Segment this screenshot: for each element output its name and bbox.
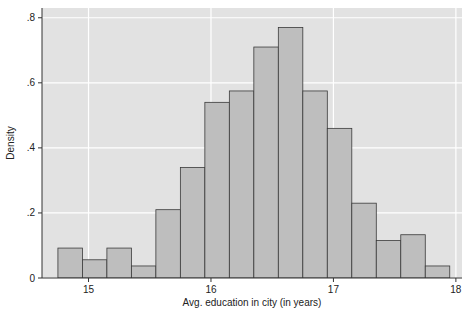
hist-bar [229, 91, 253, 278]
x-grid-line [455, 8, 456, 278]
hist-bar [107, 248, 131, 278]
hist-bar [205, 102, 229, 278]
hist-bar [58, 248, 82, 278]
y-tick [38, 212, 42, 213]
x-axis-title: Avg. education in city (in years) [183, 297, 322, 308]
hist-bar [278, 28, 302, 278]
x-tick-label: 16 [205, 284, 217, 295]
plot-area [42, 8, 462, 278]
x-tick [210, 278, 211, 282]
chart-container: 0 .2 .4 .6 .8 15 16 17 18 Avg. education in city … [0, 0, 475, 316]
x-tick [333, 278, 334, 282]
y-tick-label: 0 [29, 273, 35, 284]
y-grid-line [42, 277, 462, 278]
y-tick [38, 17, 42, 18]
chart-svg: 0 .2 .4 .6 .8 15 16 17 18 Avg. education in city … [0, 0, 475, 316]
y-axis-line [42, 8, 43, 278]
x-tick [88, 278, 89, 282]
hist-bar [352, 203, 376, 278]
y-tick-label: .2 [27, 207, 36, 218]
y-axis-title: Density [5, 126, 16, 159]
hist-bar [156, 210, 180, 278]
y-tick [38, 82, 42, 83]
x-tick-label: 18 [450, 284, 462, 295]
y-grid-line [42, 82, 462, 83]
y-tick-label: .6 [27, 77, 36, 88]
hist-bar [82, 260, 106, 278]
x-tick [455, 278, 456, 282]
y-tick-label: .4 [27, 142, 36, 153]
background [0, 0, 475, 316]
x-tick-label: 17 [328, 284, 340, 295]
hist-bar [327, 128, 351, 278]
y-tick [38, 278, 42, 279]
hist-bar [401, 235, 425, 278]
hist-bar [131, 266, 155, 278]
y-tick [38, 147, 42, 148]
hist-bar [376, 241, 400, 278]
y-tick-label: .8 [27, 12, 36, 23]
hist-bar [303, 91, 327, 278]
hist-bar [180, 167, 204, 278]
hist-bar [254, 47, 278, 278]
hist-bar [425, 266, 449, 278]
x-tick-label: 15 [83, 284, 95, 295]
bars [58, 28, 450, 278]
x-grid-line [88, 8, 89, 278]
y-grid-line [42, 17, 462, 18]
x-axis-line [42, 278, 462, 279]
